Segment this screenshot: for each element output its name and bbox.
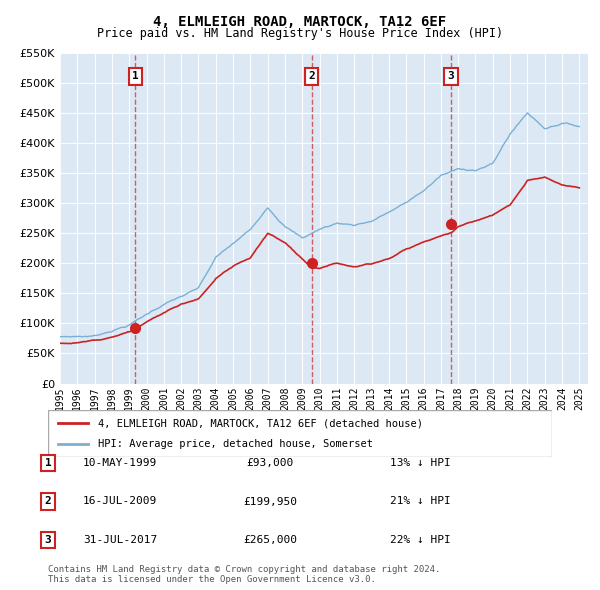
Text: 22% ↓ HPI: 22% ↓ HPI (389, 535, 451, 545)
Text: £93,000: £93,000 (247, 458, 293, 468)
Text: 10-MAY-1999: 10-MAY-1999 (83, 458, 157, 468)
Text: 2: 2 (44, 497, 52, 506)
Text: £199,950: £199,950 (243, 497, 297, 506)
Text: 13% ↓ HPI: 13% ↓ HPI (389, 458, 451, 468)
Text: HPI: Average price, detached house, Somerset: HPI: Average price, detached house, Some… (98, 439, 373, 449)
Text: 1: 1 (132, 71, 139, 81)
Text: 1: 1 (44, 458, 52, 468)
Text: 3: 3 (44, 535, 52, 545)
Text: 2: 2 (308, 71, 315, 81)
Text: 3: 3 (448, 71, 454, 81)
Text: 31-JUL-2017: 31-JUL-2017 (83, 535, 157, 545)
Text: £265,000: £265,000 (243, 535, 297, 545)
Text: 4, ELMLEIGH ROAD, MARTOCK, TA12 6EF (detached house): 4, ELMLEIGH ROAD, MARTOCK, TA12 6EF (det… (98, 418, 424, 428)
Text: Contains HM Land Registry data © Crown copyright and database right 2024.
This d: Contains HM Land Registry data © Crown c… (48, 565, 440, 584)
Text: 4, ELMLEIGH ROAD, MARTOCK, TA12 6EF: 4, ELMLEIGH ROAD, MARTOCK, TA12 6EF (154, 15, 446, 29)
Text: 21% ↓ HPI: 21% ↓ HPI (389, 497, 451, 506)
Text: 16-JUL-2009: 16-JUL-2009 (83, 497, 157, 506)
Text: Price paid vs. HM Land Registry's House Price Index (HPI): Price paid vs. HM Land Registry's House … (97, 27, 503, 40)
FancyBboxPatch shape (48, 410, 552, 457)
